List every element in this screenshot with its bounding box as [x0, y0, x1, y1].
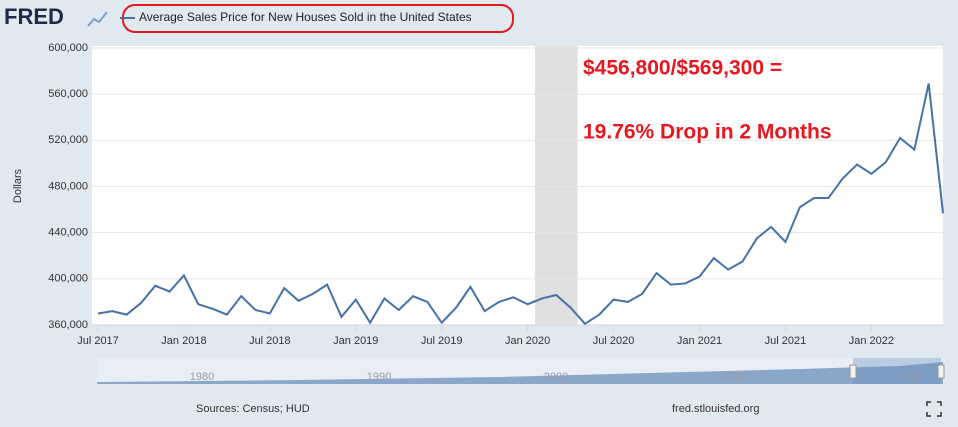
- sources: Sources: Census; HUD: [196, 403, 310, 415]
- navigator-handle[interactable]: [849, 364, 857, 379]
- x-tick-label: Jul 2019: [421, 335, 463, 347]
- fullscreen-icon[interactable]: [926, 401, 942, 417]
- y-tick-label: 560,000: [48, 88, 88, 100]
- x-tick-label: Jul 2018: [249, 335, 291, 347]
- x-tick-label: Jan 2020: [505, 335, 550, 347]
- annotation: $456,800/$569,300 =: [583, 57, 782, 80]
- navigator-label: 1990: [367, 371, 391, 383]
- navigator-label: 2000: [544, 371, 568, 383]
- annotation: 19.76% Drop in 2 Months: [583, 121, 832, 144]
- x-tick-label: Jul 2017: [77, 335, 119, 347]
- y-tick-label: 480,000: [48, 180, 88, 192]
- navigator-handle[interactable]: [937, 364, 945, 379]
- x-tick-label: Jul 2020: [593, 335, 635, 347]
- navigator-area: [97, 362, 943, 384]
- navigator-window: [853, 358, 941, 384]
- y-tick-label: 600,000: [48, 42, 88, 54]
- x-tick-label: Jan 2019: [333, 335, 378, 347]
- x-tick-label: Jan 2022: [849, 335, 894, 347]
- navigator-label: 1980: [190, 371, 214, 383]
- navigator-label: 2010: [721, 371, 745, 383]
- legend-label: Average Sales Price for New Houses Sold …: [139, 10, 472, 24]
- x-tick-label: Jan 2021: [677, 335, 722, 347]
- y-tick-label: 440,000: [48, 227, 88, 239]
- site: fred.stlouisfed.org: [672, 403, 759, 415]
- logo-icon: [87, 11, 108, 27]
- plot: 360,000 400,000 440,000 480,000 520,000 560,0…: [48, 42, 944, 347]
- y-axis-label: Dollars: [12, 168, 24, 203]
- y-tick-label: 400,000: [48, 273, 88, 285]
- plot-area: [92, 46, 943, 325]
- navigator-label: 2020: [898, 371, 922, 383]
- recession-shade: [534, 46, 578, 325]
- x-tick-label: Jan 2018: [161, 335, 206, 347]
- logo: FRED: [4, 4, 64, 29]
- y-tick-label: 360,000: [48, 319, 88, 331]
- data-line: [97, 83, 944, 326]
- y-tick-label: 520,000: [48, 134, 88, 146]
- x-tick-label: Jul 2021: [765, 335, 807, 347]
